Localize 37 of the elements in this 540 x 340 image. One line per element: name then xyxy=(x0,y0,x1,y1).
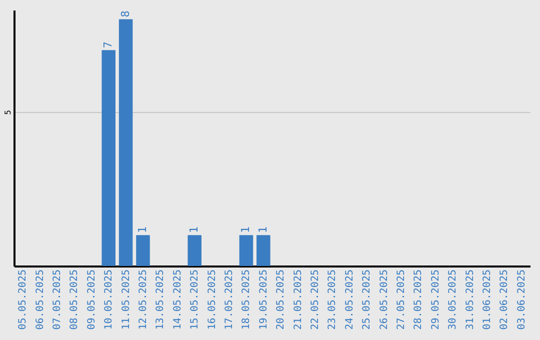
x-tick-label: 17.05.2025 xyxy=(224,270,235,330)
x-tick-label: 30.05.2025 xyxy=(448,270,459,330)
x-tick-label: 06.05.2025 xyxy=(34,270,46,330)
x-tick-label: 11.05.2025 xyxy=(120,270,132,330)
x-tick-label: 22.05.2025 xyxy=(310,270,321,330)
x-tick-label: 28.05.2025 xyxy=(413,270,424,330)
data-label: 1 xyxy=(256,226,270,234)
x-tick-label: 12.05.2025 xyxy=(138,270,149,330)
data-label: 8 xyxy=(118,10,132,18)
x-tick-label: 07.05.2025 xyxy=(52,270,63,330)
x-tick-label: 01.06.2025 xyxy=(482,270,493,330)
data-label: 1 xyxy=(239,226,252,234)
x-tick-label: 19.05.2025 xyxy=(258,270,270,330)
x-tick-label: 18.05.2025 xyxy=(241,270,252,330)
x-tick-label: 03.06.2025 xyxy=(516,270,528,330)
x-tick-label: 05.05.2025 xyxy=(18,270,29,330)
x-tick-label: 13.05.2025 xyxy=(155,270,166,330)
y-tick-label: 5 xyxy=(4,110,12,115)
x-tick-label: 26.05.2025 xyxy=(378,270,390,330)
data-label: 1 xyxy=(136,226,149,234)
x-tick-label: 23.05.2025 xyxy=(327,270,338,330)
x-tick-label: 24.05.2025 xyxy=(344,270,356,330)
x-tick-label: 29.05.2025 xyxy=(430,270,442,330)
x-tick-label: 09.05.2025 xyxy=(86,270,98,330)
x-tick-label: 21.05.2025 xyxy=(292,270,304,330)
x-tick-label: 31.05.2025 xyxy=(464,270,476,330)
x-tick-label: 20.05.2025 xyxy=(276,270,287,330)
x-tick-label: 27.05.2025 xyxy=(396,270,407,330)
x-tick-label: 14.05.2025 xyxy=(172,270,184,330)
x-tick-label: 16.05.2025 xyxy=(206,270,218,330)
x-tick-label: 15.05.2025 xyxy=(190,270,201,330)
x-tick-label: 25.05.2025 xyxy=(362,270,373,330)
x-tick-label: 02.06.2025 xyxy=(499,270,510,330)
data-label: 7 xyxy=(102,41,115,48)
x-tick-label: 10.05.2025 xyxy=(104,270,115,330)
x-tick-label: 08.05.2025 xyxy=(69,270,80,330)
data-label: 1 xyxy=(188,226,201,234)
